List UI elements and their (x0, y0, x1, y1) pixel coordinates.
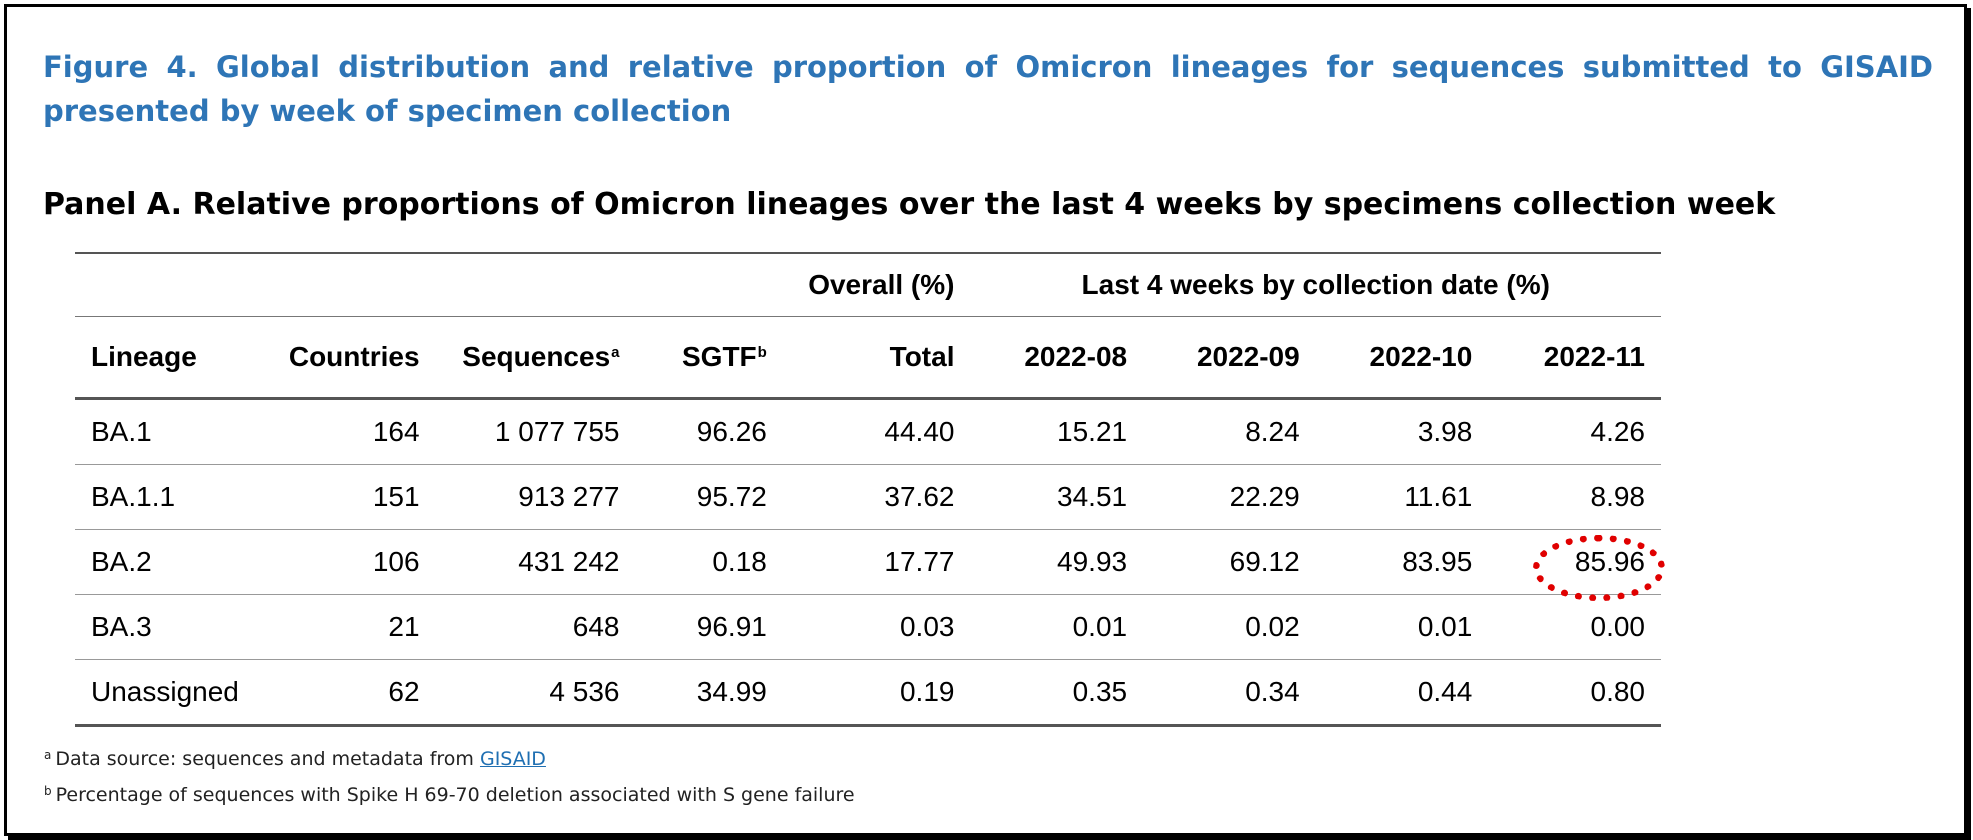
table-row: BA.3 21 648 96.91 0.03 0.01 0.02 0.01 0.… (75, 594, 1661, 660)
table-row: BA.1 164 1 077 755 96.26 44.40 15.21 8.2… (75, 398, 1661, 465)
col-sgtf-note: b (757, 344, 767, 361)
cell-lineage: BA.1 (75, 398, 265, 465)
col-sequences-label: Sequences (462, 341, 611, 372)
cell-sgtf: 96.26 (635, 398, 783, 465)
col-sequences-note: a (611, 344, 620, 361)
col-total: Total (782, 316, 971, 400)
cell-week-2: 0.34 (1143, 659, 1316, 727)
footnote-a-mark: a (44, 748, 52, 762)
cell-countries: 62 (264, 659, 436, 727)
cell-week-2: 0.02 (1143, 594, 1316, 660)
cell-total: 0.03 (782, 594, 971, 660)
col-week-1: 2022-08 (970, 316, 1144, 400)
footnote-b-mark: b (44, 784, 52, 798)
cell-week-3: 83.95 (1315, 529, 1489, 595)
cell-week-1: 0.01 (970, 594, 1144, 660)
cell-week-4-highlighted: 85.96 (1488, 529, 1665, 601)
cell-lineage: BA.2 (75, 529, 265, 595)
table-row: BA.1.1 151 913 277 95.72 37.62 34.51 22.… (75, 464, 1661, 530)
cell-countries: 21 (264, 594, 436, 660)
col-lineage: Lineage (75, 316, 265, 400)
cell-sequences: 648 (435, 594, 636, 660)
cell-lineage: BA.1.1 (75, 464, 265, 530)
cell-week-2: 8.24 (1143, 398, 1316, 465)
group-header-row: Overall (%) Last 4 weeks by collection d… (75, 252, 1661, 317)
cell-week-1: 0.35 (970, 659, 1144, 727)
cell-week-3: 3.98 (1315, 398, 1489, 465)
footnote-a: a Data source: sequences and metadata fro… (43, 739, 855, 775)
table-row: Unassigned 62 4 536 34.99 0.19 0.35 0.34… (75, 659, 1661, 727)
column-header-row: Lineage Countries Sequencesa SGTFb Total… (75, 316, 1661, 400)
figure-frame: Figure 4. Global distribution and relati… (4, 4, 1967, 836)
cell-sequences: 4 536 (435, 659, 636, 727)
cell-week-1: 15.21 (970, 398, 1144, 465)
cell-total: 17.77 (782, 529, 971, 595)
group-header-overall: Overall (%) (782, 252, 971, 317)
col-week-4: 2022-11 (1488, 316, 1661, 400)
cell-week-4: 0.80 (1488, 659, 1661, 727)
col-sgtf-label: SGTF (682, 341, 757, 372)
cell-countries: 106 (264, 529, 436, 595)
cell-week-4: 8.98 (1488, 464, 1661, 530)
cell-week-2: 22.29 (1143, 464, 1316, 530)
cell-sgtf: 0.18 (635, 529, 783, 595)
lineage-table: Overall (%) Last 4 weeks by collection d… (75, 252, 1665, 727)
footnote-a-text: Data source: sequences and metadata from (55, 748, 480, 770)
highlighted-value: 85.96 (1574, 546, 1645, 577)
cell-week-4: 0.00 (1488, 594, 1661, 660)
panel-title: Panel A. Relative proportions of Omicron… (43, 187, 1776, 222)
cell-week-3: 0.01 (1315, 594, 1489, 660)
cell-week-1: 49.93 (970, 529, 1144, 595)
cell-lineage: BA.3 (75, 594, 265, 660)
cell-lineage: Unassigned (75, 659, 265, 727)
col-week-2: 2022-09 (1143, 316, 1316, 400)
col-sgtf: SGTFb (635, 316, 783, 400)
col-countries: Countries (264, 316, 436, 400)
cell-week-4: 4.26 (1488, 398, 1661, 465)
table-row: BA.2 106 431 242 0.18 17.77 49.93 69.12 … (75, 529, 1665, 601)
cell-week-1: 34.51 (970, 464, 1144, 530)
col-sequences: Sequencesa (435, 316, 636, 400)
group-header-last4: Last 4 weeks by collection date (%) (970, 252, 1661, 317)
cell-total: 37.62 (782, 464, 971, 530)
figure-title: Figure 4. Global distribution and relati… (43, 50, 1933, 128)
col-week-3: 2022-10 (1315, 316, 1489, 400)
gisaid-link[interactable]: GISAID (479, 748, 546, 770)
cell-week-3: 11.61 (1315, 464, 1489, 530)
cell-total: 44.40 (782, 398, 971, 465)
cell-total: 0.19 (782, 659, 971, 727)
cell-sgtf: 96.91 (635, 594, 783, 660)
cell-sgtf: 95.72 (635, 464, 783, 530)
cell-sgtf: 34.99 (635, 659, 783, 727)
cell-countries: 164 (264, 398, 436, 465)
cell-sequences: 431 242 (435, 529, 636, 595)
cell-sequences: 913 277 (435, 464, 636, 530)
footnote-b: b Percentage of sequences with Spike H 69… (43, 775, 855, 811)
footnote-b-text: Percentage of sequences with Spike H 69-… (55, 784, 855, 806)
cell-week-3: 0.44 (1315, 659, 1489, 727)
cell-countries: 151 (264, 464, 436, 530)
group-header-empty (75, 252, 783, 317)
footnotes: a Data source: sequences and metadata fro… (43, 739, 855, 811)
cell-sequences: 1 077 755 (435, 398, 636, 465)
cell-week-2: 69.12 (1143, 529, 1316, 595)
